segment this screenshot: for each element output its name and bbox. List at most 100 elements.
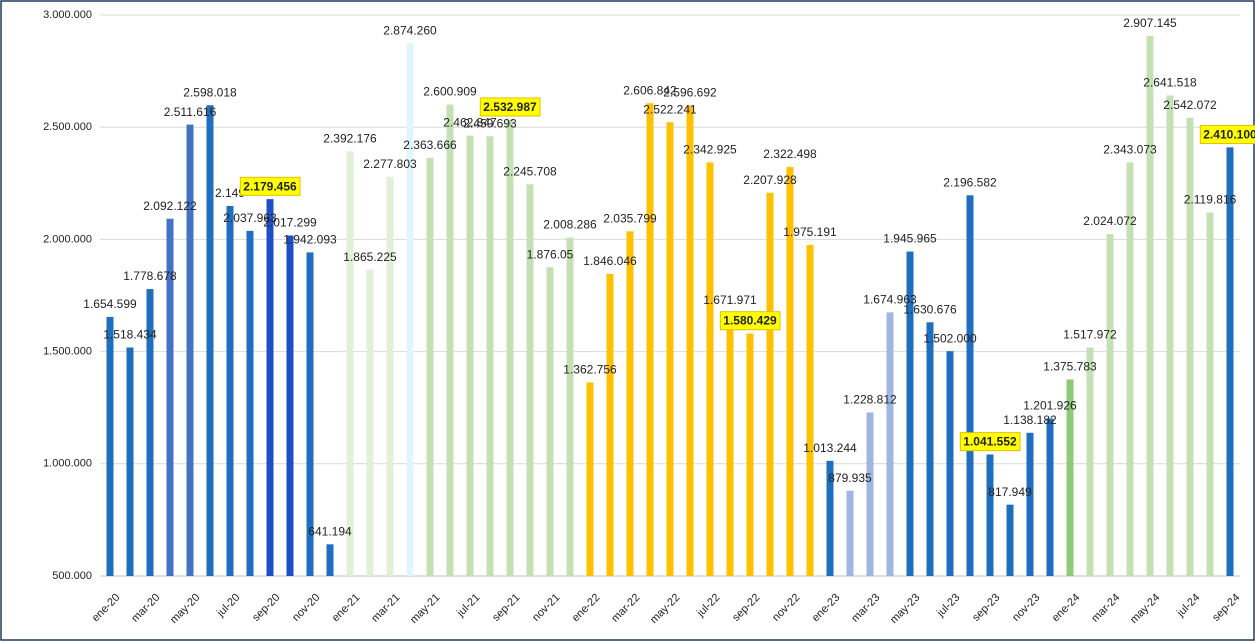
bar: [186, 124, 194, 576]
bar: [966, 195, 974, 577]
value-label: 2.037.963: [223, 211, 277, 225]
value-label: 2.343.073: [1103, 143, 1157, 157]
bar: [486, 136, 494, 577]
value-label: 2.207.928: [743, 173, 797, 187]
value-label: 2.092.122: [143, 199, 197, 213]
value-label: 2.542.072: [1163, 98, 1217, 112]
value-label: 2.035.799: [603, 212, 657, 226]
value-label: 2.596.692: [663, 86, 717, 100]
value-label: 817.949: [988, 485, 1032, 499]
bar: [666, 122, 674, 577]
value-label: 2.119.816: [1184, 193, 1237, 207]
highlighted-value-label: 1.041.552: [963, 435, 1017, 449]
bar: [786, 167, 794, 577]
bar: [466, 135, 474, 576]
label-highlight: [959, 432, 1021, 452]
y-tick-label: 2.500.000: [43, 121, 92, 133]
label-highlight: [479, 97, 541, 117]
value-label: 2.363.666: [403, 138, 457, 152]
bar: [1146, 35, 1154, 576]
value-label: 2.511.616: [164, 105, 217, 119]
value-label: 1.502.000: [923, 331, 977, 345]
value-label: 2.907.145: [1123, 16, 1177, 30]
value-label: 2.462.847: [443, 116, 497, 130]
bar: [506, 119, 514, 576]
bar: [286, 235, 294, 576]
bar: [146, 289, 154, 576]
bar: [546, 267, 554, 576]
value-label: 2.459.693: [463, 116, 517, 130]
value-label: 2.024.072: [1083, 214, 1137, 228]
value-label: 2.392.176: [323, 132, 377, 146]
bar: [366, 269, 374, 576]
bar: [1066, 379, 1074, 576]
bar: [386, 177, 394, 576]
bar: [1226, 147, 1234, 576]
bar: [766, 192, 774, 576]
bar: [726, 313, 734, 576]
bar: [406, 43, 414, 576]
y-tick-label: 500.000: [52, 570, 92, 582]
bar: [986, 454, 994, 576]
value-label: 2.641.518: [1143, 76, 1197, 90]
bar: [846, 490, 854, 576]
value-label: 2.196.582: [943, 175, 997, 189]
value-label: 1.846.046: [583, 254, 637, 268]
y-tick-label: 3.000.000: [43, 9, 92, 21]
value-label: 1.630.676: [903, 302, 957, 316]
value-label: 1.942.093: [283, 233, 337, 247]
bar: [606, 273, 614, 576]
bar: [586, 382, 594, 576]
bar: [926, 322, 934, 576]
bar: [646, 103, 654, 576]
bar: [126, 347, 134, 576]
highlighted-value-label: 2.532.987: [483, 100, 537, 114]
bar: [346, 151, 354, 577]
value-label: 2.522.241: [643, 102, 697, 116]
bar: [426, 157, 434, 577]
bar: [906, 251, 914, 576]
value-label: 2.606.842: [623, 83, 677, 97]
bar: [1126, 162, 1134, 576]
value-label: 1.778.678: [123, 269, 177, 283]
highlighted-value-label: 2.410.100: [1203, 128, 1255, 142]
value-label: 1.975.191: [783, 225, 837, 239]
bar: [266, 199, 274, 577]
bar: [626, 231, 634, 576]
y-tick-label: 1.000.000: [43, 458, 92, 470]
value-label: 1.671.971: [703, 293, 757, 307]
value-label: 1.945.965: [883, 232, 937, 246]
bar: [886, 312, 894, 576]
bar: [526, 184, 534, 576]
value-label: 2.600.909: [423, 85, 477, 99]
value-label: 1.876.05: [527, 247, 574, 261]
value-label: 2.017.299: [263, 216, 317, 230]
value-label: 1.654.599: [83, 297, 137, 311]
highlighted-value-label: 2.179.456: [243, 179, 297, 193]
bar: [166, 218, 174, 576]
bar: [1106, 233, 1114, 577]
value-label: 1.674.963: [863, 293, 917, 307]
bar: [206, 105, 214, 576]
bar: [446, 104, 454, 576]
bar: [106, 316, 114, 576]
value-label: 2.277.803: [363, 157, 417, 171]
value-label: 1.138.182: [1003, 413, 1057, 427]
value-label: 1.865.225: [343, 250, 397, 264]
highlighted-value-label: 1.580.429: [723, 314, 777, 328]
value-label: 1.013.244: [803, 441, 857, 455]
value-label: 1.201.926: [1023, 399, 1077, 413]
label-highlight: [1199, 125, 1255, 145]
bar: [946, 351, 954, 576]
bar: [226, 205, 234, 576]
bar: [1046, 418, 1054, 576]
value-label: 879.935: [828, 471, 872, 485]
bar: [826, 460, 834, 576]
value-label: 641.194: [308, 524, 352, 538]
value-label: 2.008.286: [543, 218, 597, 232]
value-label: 2.245.708: [503, 164, 557, 178]
label-highlight: [239, 176, 301, 196]
bar: [706, 162, 714, 576]
bar: [566, 237, 574, 576]
